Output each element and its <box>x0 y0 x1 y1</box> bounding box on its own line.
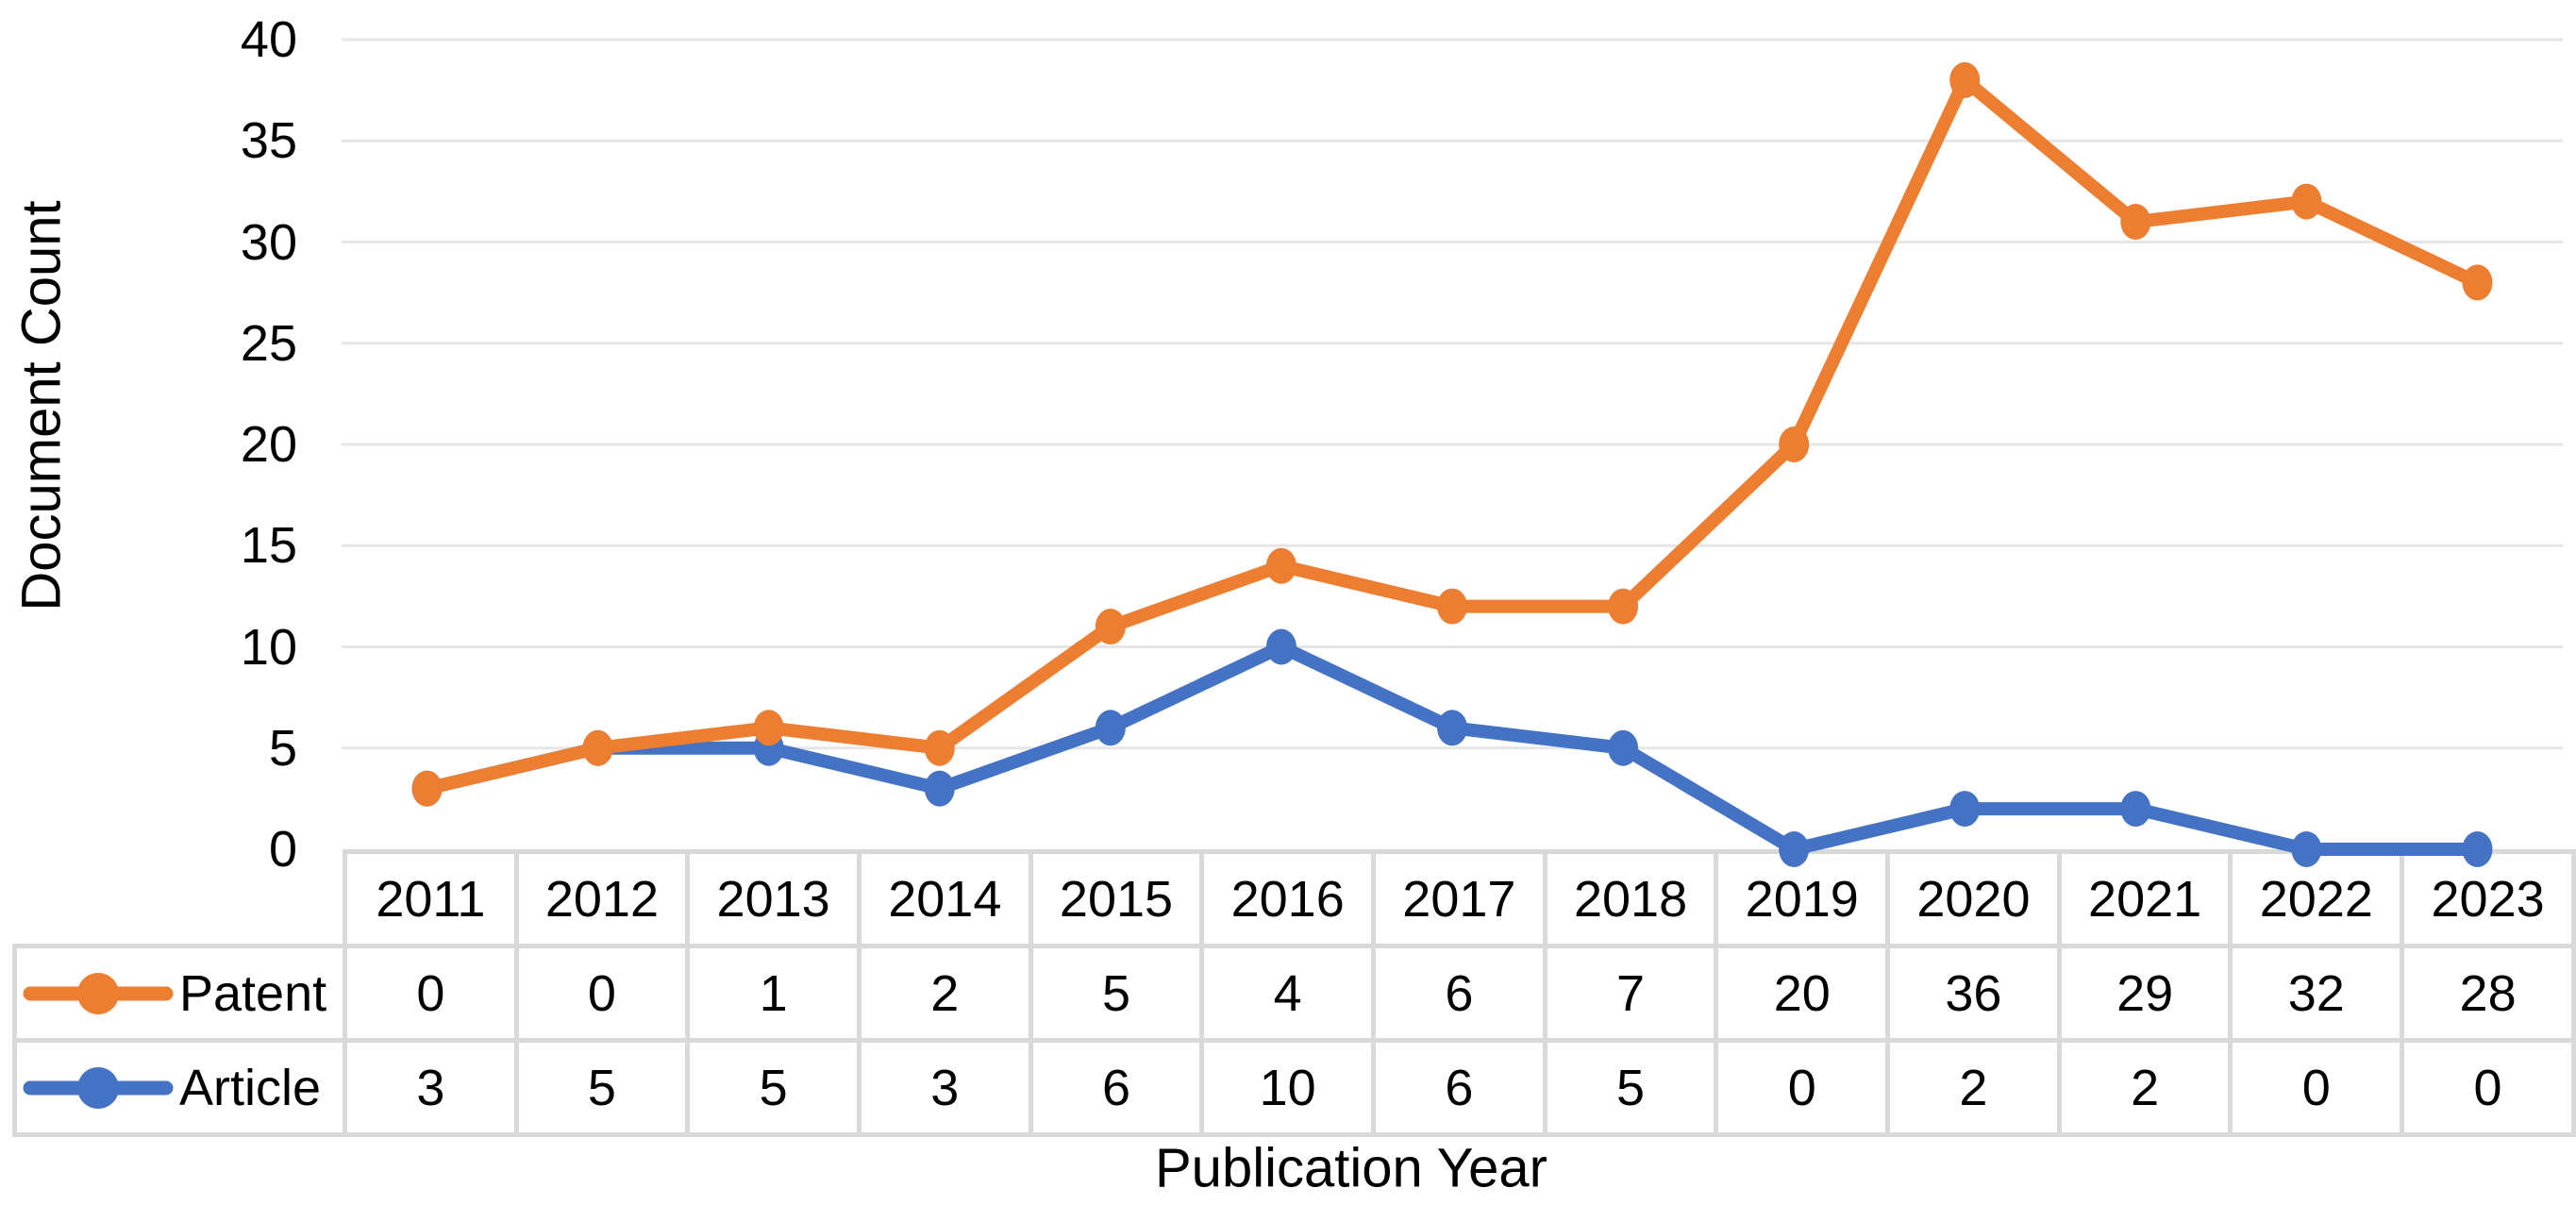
legend-cell-patent: Patent <box>11 944 348 1043</box>
year-header-cell: 2015 <box>1028 849 1205 948</box>
data-point-marker-patent <box>2462 264 2493 301</box>
value-cell: 2 <box>1885 1038 2062 1137</box>
year-header-cell: 2021 <box>2056 849 2233 948</box>
year-header-cell: 2011 <box>343 849 519 948</box>
data-point-marker-article <box>411 770 443 807</box>
value-cell: 5 <box>1028 944 1205 1043</box>
data-point-marker-patent <box>1779 427 1810 462</box>
year-header-cell: 2012 <box>513 849 691 948</box>
y-tick-label: 35 <box>240 112 297 170</box>
data-point-marker-article <box>753 729 784 766</box>
value-cell: 2 <box>856 944 1033 1043</box>
data-point-marker-article <box>1265 628 1296 665</box>
value-cell: 2 <box>2056 1038 2233 1137</box>
data-point-marker-article <box>2120 791 2151 828</box>
data-point-marker-patent <box>753 710 784 746</box>
data-point-marker-patent <box>1949 61 1981 98</box>
y-tick-label: 5 <box>268 719 297 777</box>
value-cell: 0 <box>343 944 519 1043</box>
value-cell: 28 <box>2400 944 2576 1043</box>
value-cell: 0 <box>1714 1038 1891 1137</box>
y-tick-label: 40 <box>240 11 297 68</box>
value-cell: 0 <box>2400 1038 2576 1137</box>
year-header-cell: 2017 <box>1371 849 1547 948</box>
article-legend-key-icon <box>23 1066 174 1109</box>
data-point-marker-patent <box>924 729 955 766</box>
table-row-article: Article 3 5 5 3 6 10 6 5 0 2 2 0 0 <box>11 1038 2576 1137</box>
value-cell: 6 <box>1371 944 1547 1043</box>
y-tick-label: 15 <box>240 517 297 575</box>
y-tick-label: 0 <box>268 821 297 878</box>
value-cell: 5 <box>685 1038 861 1137</box>
value-cell: 36 <box>1885 944 2062 1043</box>
y-tick-label: 10 <box>240 618 297 676</box>
data-point-marker-patent <box>1437 588 1467 625</box>
value-cell: 3 <box>343 1038 519 1137</box>
table-row-patent: Patent 0 0 1 2 5 4 6 7 20 36 29 32 28 <box>11 944 2576 1043</box>
year-header-cell: 2023 <box>2400 849 2576 948</box>
data-point-marker-patent <box>411 770 443 807</box>
data-point-marker-article <box>582 729 613 766</box>
data-point-marker-patent <box>2291 183 2322 220</box>
y-tick-label: 20 <box>240 416 297 473</box>
value-cell: 4 <box>1199 944 1377 1043</box>
year-header-cell: 2018 <box>1542 849 1719 948</box>
data-point-marker-article <box>1949 791 1981 828</box>
value-cell: 6 <box>1028 1038 1205 1137</box>
series-line-patent <box>420 73 2484 795</box>
legend-cell-article: Article <box>11 1038 348 1137</box>
year-header-cell: 2013 <box>685 849 861 948</box>
year-header-cell: 2014 <box>856 849 1033 948</box>
value-cell: 20 <box>1714 944 1891 1043</box>
year-header-cell: 2016 <box>1199 849 1377 948</box>
data-point-marker-patent <box>1608 588 1639 625</box>
value-cell: 5 <box>513 1038 691 1137</box>
data-point-marker-patent <box>2120 204 2151 241</box>
value-cell: 29 <box>2056 944 2233 1043</box>
y-tick-label: 25 <box>240 314 297 372</box>
value-cell: 0 <box>2228 1038 2405 1137</box>
patent-legend-key-icon <box>23 972 174 1014</box>
data-point-marker-article <box>1437 710 1467 746</box>
data-point-marker-article <box>1608 729 1639 766</box>
value-cell: 10 <box>1199 1038 1377 1137</box>
legend-label: Article <box>179 1059 322 1116</box>
data-point-marker-patent <box>1095 609 1126 645</box>
value-cell: 3 <box>856 1038 1033 1137</box>
data-point-marker-patent <box>1265 547 1296 584</box>
year-header-cell: 2022 <box>2228 849 2405 948</box>
data-table: 2011 2012 2013 2014 2015 2016 2017 2018 2019 2020… <box>11 849 2576 1137</box>
table-corner-cell <box>15 852 345 946</box>
y-tick-label: 30 <box>240 213 297 271</box>
data-point-marker-article <box>924 770 955 807</box>
data-point-marker-patent <box>582 729 613 766</box>
value-cell: 0 <box>513 944 691 1043</box>
legend-label: Patent <box>179 964 327 1022</box>
value-cell: 7 <box>1542 944 1719 1043</box>
value-cell: 1 <box>685 944 861 1043</box>
y-axis-title: Document Count <box>10 200 73 611</box>
year-header-cell: 2020 <box>1885 849 2062 948</box>
value-cell: 6 <box>1371 1038 1547 1137</box>
value-cell: 5 <box>1542 1038 1719 1137</box>
x-axis-title: Publication Year <box>1155 1137 1547 1199</box>
series-line-article <box>420 640 2484 856</box>
value-cell: 32 <box>2228 944 2405 1043</box>
year-header-cell: 2019 <box>1714 849 1891 948</box>
data-point-marker-article <box>1095 710 1126 746</box>
